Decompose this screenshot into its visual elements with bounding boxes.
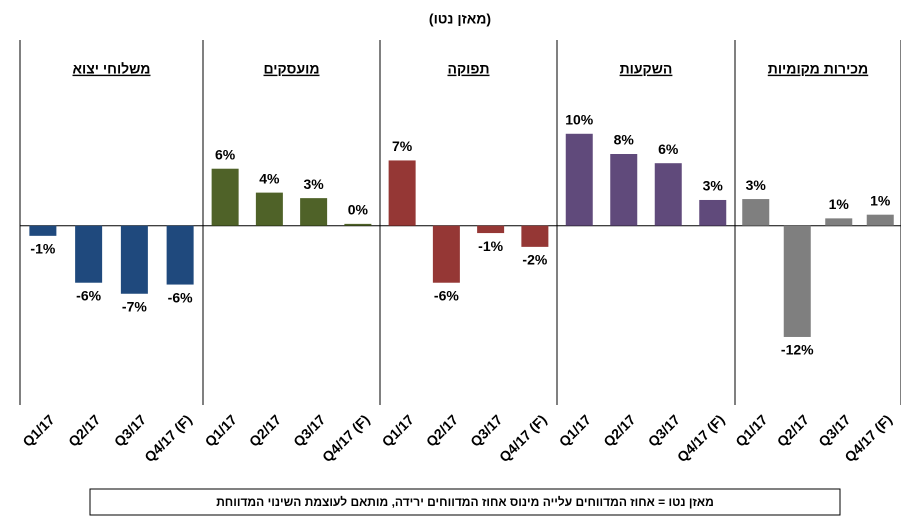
data-label: -1% <box>478 238 503 254</box>
bar <box>300 198 328 226</box>
panel-title: מכירות מקומיות <box>768 61 868 77</box>
bar <box>211 168 239 226</box>
panel-title: משלוחי יצוא <box>73 61 151 77</box>
bar <box>120 225 148 294</box>
bar <box>699 199 727 226</box>
x-tick-label: Q3/17 <box>111 411 149 449</box>
data-label: 3% <box>304 176 325 192</box>
data-label: 6% <box>658 141 679 157</box>
data-label: 3% <box>746 177 767 193</box>
x-tick-label: Q2/17 <box>65 411 103 449</box>
x-tick-label: Q4/17 (F) <box>496 411 550 465</box>
x-tick-label: Q2/17 <box>774 411 812 449</box>
x-tick-label: Q1/17 <box>556 411 594 449</box>
panel-title: מועסקים <box>264 61 320 77</box>
data-label: 3% <box>703 178 724 194</box>
x-tick-label: Q4/17 (F) <box>141 411 195 465</box>
data-label: -6% <box>76 287 101 303</box>
bar <box>75 225 103 283</box>
x-tick-label: Q3/17 <box>815 411 853 449</box>
bar <box>866 214 894 226</box>
x-tick-label: Q4/17 (F) <box>319 411 373 465</box>
bar <box>783 225 811 337</box>
bar <box>344 223 372 226</box>
x-tick-label: Q2/17 <box>600 411 638 449</box>
x-tick-label: Q4/17 (F) <box>674 411 728 465</box>
bar <box>255 192 283 226</box>
data-label: -12% <box>781 342 814 358</box>
data-label: 10% <box>565 111 594 127</box>
data-label: -6% <box>168 289 193 305</box>
x-tick-label: Q1/17 <box>732 411 770 449</box>
chart-title: (מאזן נטו) <box>429 11 491 27</box>
note: מאזן נטו = אחוז המדווחים עלייה מינוס אחו… <box>216 495 714 509</box>
x-tick-label: Q3/17 <box>290 411 328 449</box>
data-label: -2% <box>522 252 547 268</box>
bar <box>742 199 770 226</box>
data-label: 4% <box>259 170 280 186</box>
data-label: -6% <box>434 287 459 303</box>
panel-title: השקעות <box>620 61 673 77</box>
panel-title: תפוקה <box>447 61 489 77</box>
bar <box>29 225 57 236</box>
x-tick-label: Q1/17 <box>379 411 417 449</box>
x-tick-label: Q3/17 <box>467 411 505 449</box>
bar <box>388 160 416 226</box>
note-box <box>89 488 841 516</box>
x-tick-label: Q1/17 <box>19 411 57 449</box>
bar <box>521 225 549 247</box>
x-tick-label: Q1/17 <box>202 411 240 449</box>
bar <box>166 225 194 285</box>
bar <box>565 133 593 226</box>
bar <box>654 163 682 226</box>
bar <box>432 225 460 283</box>
data-label: 6% <box>215 146 236 162</box>
data-label: -7% <box>122 298 147 314</box>
data-label: 8% <box>614 132 635 148</box>
bar <box>825 218 853 226</box>
bar <box>477 225 505 234</box>
data-label: 0% <box>348 202 369 218</box>
data-label: 7% <box>392 138 413 154</box>
data-label: 1% <box>829 196 850 212</box>
data-label: -1% <box>30 241 55 257</box>
x-tick-label: Q3/17 <box>645 411 683 449</box>
x-tick-label: Q2/17 <box>423 411 461 449</box>
data-label: 1% <box>870 192 891 208</box>
bar <box>610 154 638 226</box>
x-tick-label: Q2/17 <box>246 411 284 449</box>
